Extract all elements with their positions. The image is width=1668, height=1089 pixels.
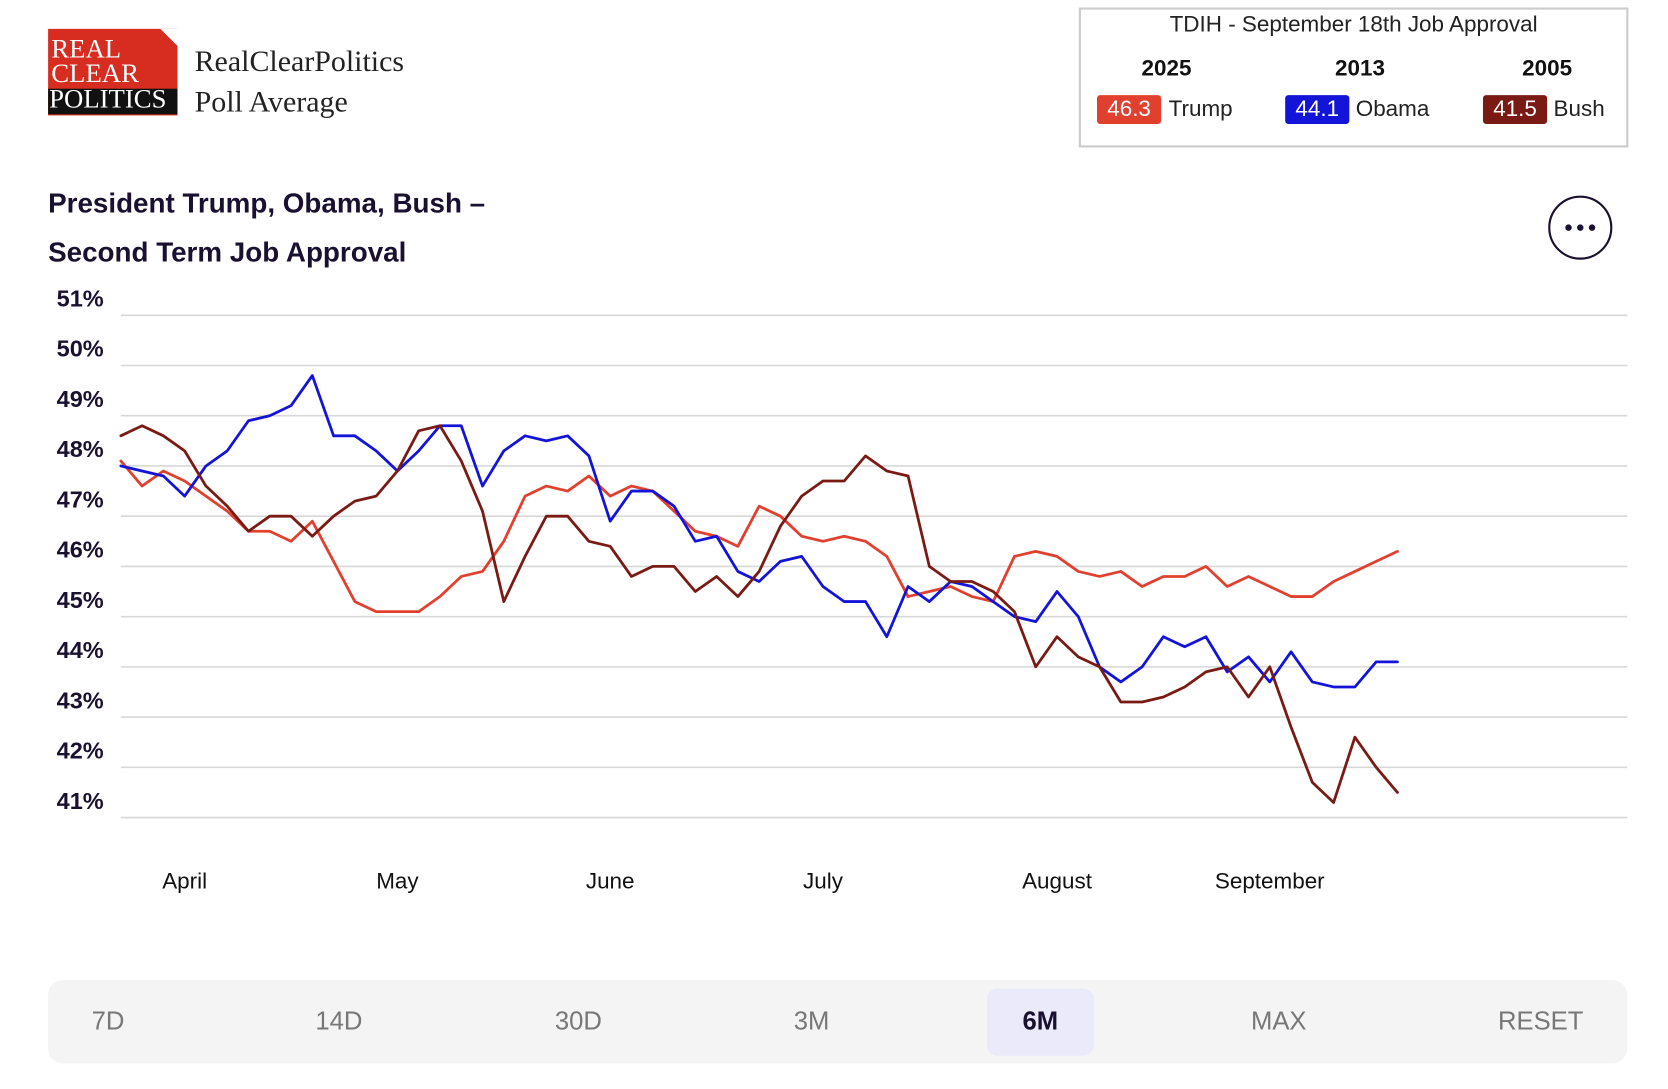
y-tick-label: 42% — [57, 738, 104, 764]
logo-text: CLEAR — [51, 58, 139, 88]
tdih-badge — [1285, 95, 1350, 124]
x-tick-label: June — [586, 869, 635, 894]
range-button[interactable]: 14D — [315, 1008, 362, 1036]
range-button-active[interactable] — [986, 988, 1094, 1056]
tdih-badge — [1482, 95, 1548, 124]
y-tick-label: 45% — [57, 587, 104, 613]
logo-band — [48, 88, 178, 115]
range-button[interactable]: 30D — [555, 1008, 602, 1036]
more-dot — [1577, 224, 1584, 231]
logo-text: POLITICS — [49, 84, 166, 114]
range-button[interactable]: MAX — [1251, 1008, 1307, 1036]
plot: 41% 42% 43% 44% 45% 46% 47% 48% 49% 50% 51% — [57, 286, 1628, 819]
y-tick-label: 47% — [57, 486, 104, 512]
tdih-badge — [1096, 95, 1162, 124]
x-axis: April May June July August September — [162, 869, 1325, 894]
tdih-name: Bush — [1554, 96, 1605, 121]
chart-title: Second Term Job Approval — [48, 237, 406, 268]
y-tick-label: 51% — [57, 286, 104, 312]
y-tick-label: 44% — [57, 637, 104, 663]
range-button[interactable]: 3M — [794, 1008, 830, 1036]
y-tick-label: 48% — [57, 436, 104, 462]
brand-subtitle: Poll Average — [195, 86, 348, 119]
range-buttons: 7D 14D 30D 3M 6M MAX RESET — [92, 988, 1584, 1056]
range-button[interactable]: 6M — [1023, 1008, 1059, 1036]
tdih-title: TDIH - September 18th Job Approval — [1170, 12, 1538, 37]
y-tick-label: 46% — [57, 537, 104, 563]
y-tick-label: 49% — [57, 386, 104, 412]
x-tick-label: July — [803, 869, 844, 894]
series-line — [119, 459, 1399, 614]
tdih-year: 2025 — [1142, 55, 1192, 80]
tdih-year: 2005 — [1522, 55, 1572, 80]
y-tick-label: 50% — [57, 336, 104, 362]
tdih-year: 2013 — [1335, 55, 1385, 80]
series-line — [119, 424, 1399, 804]
x-tick-label: September — [1215, 869, 1325, 894]
chart-title: President Trump, Obama, Bush – — [48, 188, 485, 219]
x-tick-label: May — [376, 869, 419, 894]
series-line — [119, 374, 1399, 689]
content: REAL CLEAR POLITICS RealClearPolitics Po… — [48, 7, 1629, 1064]
range-bar — [48, 979, 1628, 1064]
y-tick-label: 41% — [57, 788, 104, 814]
range-button[interactable]: RESET — [1498, 1008, 1584, 1036]
tdih-value: 46.3 — [1107, 96, 1151, 121]
more-dot — [1588, 224, 1596, 231]
x-tick-label: August — [1022, 869, 1093, 894]
tdih-entries: 2025 46.3 Trump 2013 44.1 Obama 2005 41.5 Bush — [1096, 55, 1605, 124]
x-tick-label: April — [162, 869, 207, 894]
y-tick-label: 43% — [57, 687, 104, 713]
logo-text: REAL — [51, 33, 121, 63]
tdih-value: 41.5 — [1493, 96, 1537, 121]
tdih-name: Trump — [1169, 96, 1233, 121]
more-dot — [1565, 224, 1572, 231]
tdih-value: 44.1 — [1295, 96, 1339, 121]
tdih-name: Obama — [1356, 96, 1430, 121]
range-button[interactable]: 7D — [92, 1008, 125, 1036]
brand: RealClearPolitics — [195, 45, 404, 78]
